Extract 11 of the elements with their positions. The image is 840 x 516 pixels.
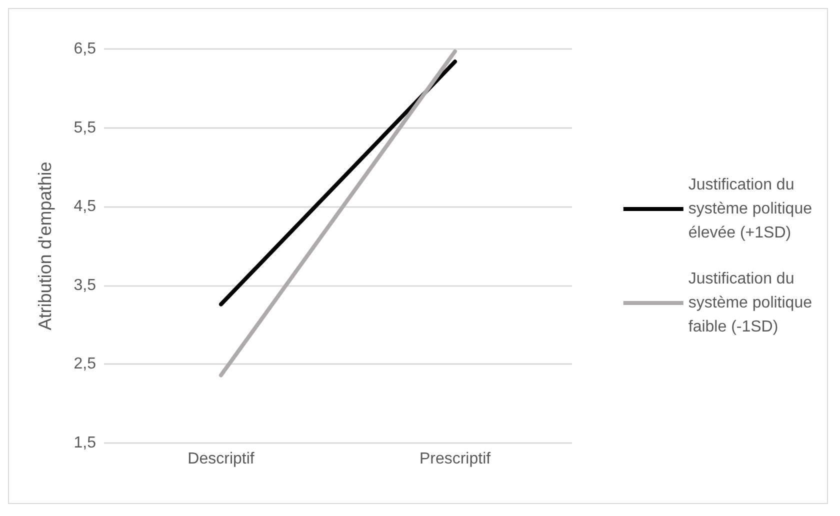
legend-label: Justification du système politique élevée (+1SD) (688, 176, 812, 242)
x-tick-label: Prescriptif (419, 450, 492, 468)
y-axis-title: Atribution d'empathie (35, 162, 55, 330)
y-tick-label: 5,5 (74, 119, 96, 136)
y-tick-label: 1,5 (74, 434, 96, 452)
y-tick-label: 2,5 (74, 356, 96, 373)
y-tick-label: 3,5 (74, 276, 96, 294)
y-tick-label: 6,5 (74, 40, 96, 58)
legend-label: Justification du système politique faible (-1SD) (688, 270, 812, 336)
x-tick-label: Descriptif (188, 450, 255, 468)
y-tick-label: 4,5 (74, 198, 96, 216)
